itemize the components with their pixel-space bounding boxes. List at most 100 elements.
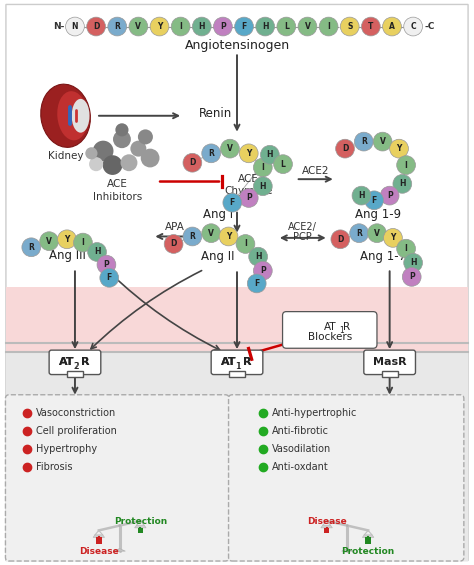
Bar [324,528,329,533]
Circle shape [40,232,58,250]
Bar [96,537,102,545]
Bar [138,528,143,533]
Text: 1: 1 [236,362,240,371]
Circle shape [118,524,121,527]
Text: I: I [405,160,408,170]
FancyBboxPatch shape [5,395,229,561]
Text: Hypertrophy: Hypertrophy [36,444,97,454]
Circle shape [254,158,272,177]
Text: D: D [93,22,99,31]
FancyBboxPatch shape [49,350,101,375]
Circle shape [93,141,113,162]
Text: P: P [220,22,226,31]
FancyBboxPatch shape [364,350,416,375]
Text: L: L [284,22,289,31]
Circle shape [129,17,148,36]
Text: P: P [103,260,109,269]
Circle shape [352,186,371,205]
Text: R: R [190,232,195,241]
Text: AT: AT [59,357,74,367]
Text: Anti-hypertrophic: Anti-hypertrophic [272,408,357,418]
Text: R: R [81,357,90,367]
Text: L: L [281,160,285,168]
Circle shape [249,247,267,266]
Text: R: R [361,137,367,146]
Circle shape [100,268,118,287]
Text: F: F [372,196,377,205]
Circle shape [120,154,137,171]
Circle shape [192,17,211,36]
Text: D: D [342,144,348,153]
Circle shape [202,224,220,242]
Text: Ang III: Ang III [49,249,86,262]
Circle shape [404,17,422,36]
Text: Angiotensinogen: Angiotensinogen [184,39,290,52]
Text: R: R [243,357,252,367]
Text: Anti-fibrotic: Anti-fibrotic [272,426,329,436]
Text: V: V [208,229,214,238]
Circle shape [380,186,399,205]
Text: H: H [199,22,205,31]
Text: -C: -C [424,22,435,31]
Circle shape [89,157,103,171]
Text: P: P [387,191,392,200]
Circle shape [236,234,255,253]
Circle shape [256,17,274,36]
Text: N-: N- [53,22,64,31]
Circle shape [115,123,128,136]
Circle shape [254,262,272,280]
Bar [382,371,398,377]
FancyBboxPatch shape [228,395,464,561]
Text: D: D [189,158,196,167]
Circle shape [213,17,232,36]
Circle shape [85,147,98,159]
Text: Vasoconstriction: Vasoconstriction [36,408,116,418]
Text: Renin: Renin [199,107,232,120]
Text: R: R [81,357,90,367]
Text: H: H [255,252,261,261]
Text: Chymase: Chymase [225,186,273,196]
Text: P: P [409,272,415,281]
Circle shape [73,233,92,252]
Text: ACE2: ACE2 [302,166,329,176]
Text: Kidney: Kidney [48,151,83,160]
Text: Anti-oxdant: Anti-oxdant [272,462,329,472]
Text: AT: AT [324,322,337,332]
Circle shape [171,17,190,36]
Text: Protection: Protection [114,517,167,526]
Polygon shape [114,549,125,551]
Circle shape [277,17,296,36]
Text: V: V [304,22,310,31]
Text: I: I [261,163,264,172]
Text: Inhibitors: Inhibitors [92,192,142,202]
Circle shape [130,141,146,157]
Text: R: R [243,357,252,367]
Polygon shape [135,525,146,528]
Text: 1: 1 [237,362,241,371]
Text: F: F [107,273,112,282]
Text: Y: Y [390,233,396,242]
Text: R: R [208,149,214,158]
Circle shape [103,155,122,175]
Circle shape [367,224,386,242]
Circle shape [365,191,383,210]
Text: Vasodilation: Vasodilation [272,444,331,454]
Circle shape [164,234,183,253]
Circle shape [97,255,116,274]
FancyBboxPatch shape [283,312,377,348]
Bar [6,351,468,560]
Text: Disease: Disease [307,517,346,526]
Text: F: F [230,198,235,207]
Text: R: R [356,229,362,238]
Circle shape [402,267,421,286]
Ellipse shape [72,99,90,133]
Text: ACE2/: ACE2/ [288,222,317,232]
Bar [365,537,371,545]
Circle shape [390,139,409,158]
Circle shape [202,144,220,163]
Circle shape [113,131,131,148]
Text: I: I [405,244,408,253]
Circle shape [273,155,292,173]
Text: ACE: ACE [107,179,128,189]
Circle shape [223,193,242,212]
